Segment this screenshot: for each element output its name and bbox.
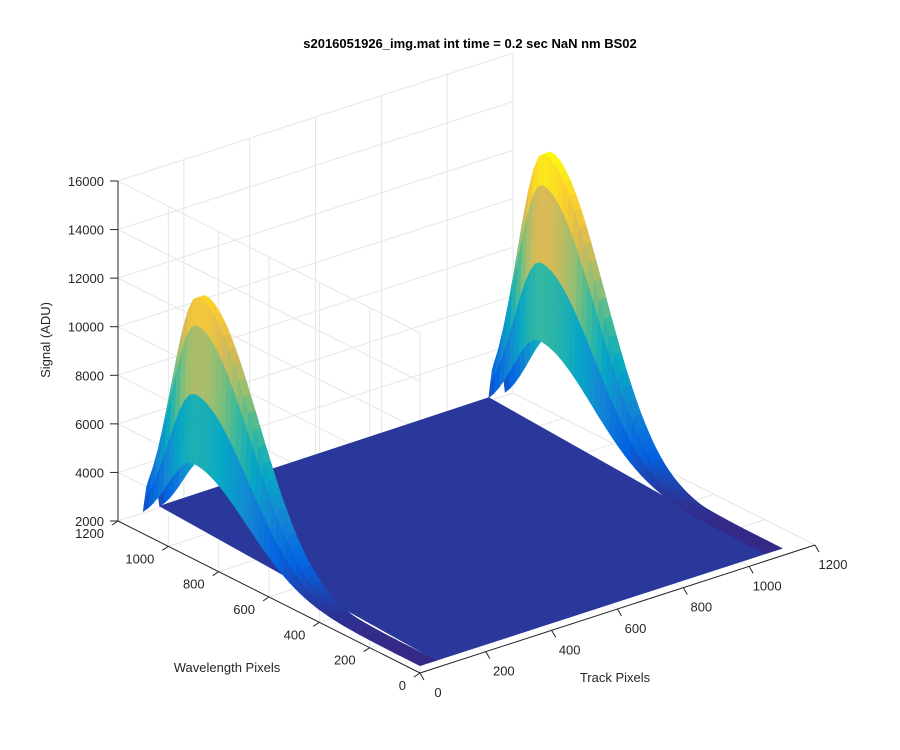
z-tick-label: 10000 — [68, 320, 104, 335]
surface-patch-peak-1 — [414, 662, 423, 667]
y-tick-label: 1200 — [75, 526, 104, 541]
back-wall-grid-line — [117, 149, 514, 279]
x-tick-label: 1000 — [753, 578, 782, 593]
surface-mesh — [142, 151, 783, 667]
z-tick-label: 2000 — [75, 514, 104, 529]
y-tick-mark — [262, 596, 270, 602]
chart-title: s2016051926_img.mat int time = 0.2 sec N… — [303, 36, 637, 51]
x-tick-mark — [485, 651, 491, 659]
back-wall-grid-line — [117, 198, 514, 328]
y-tick-mark — [111, 520, 119, 526]
y-tick-label: 200 — [334, 653, 356, 668]
z-axis-label: Signal (ADU) — [38, 302, 53, 378]
tick-labels: 0200400600800100012000200400600800100012… — [68, 174, 848, 700]
z-tick-label: 16000 — [68, 174, 104, 189]
x-tick-label: 400 — [559, 642, 581, 657]
x-tick-label: 0 — [434, 685, 441, 700]
x-axis-label: Track Pixels — [580, 670, 651, 685]
y-tick-mark — [363, 647, 370, 653]
side-wall-grid-line — [117, 277, 421, 431]
side-wall-grid-line — [117, 229, 421, 383]
y-tick-mark — [162, 545, 169, 551]
x-tick-label: 1200 — [819, 557, 848, 572]
x-tick-label: 800 — [690, 600, 712, 615]
y-tick-mark — [313, 621, 320, 627]
z-tick-label: 6000 — [75, 417, 104, 432]
x-tick-mark — [551, 630, 557, 638]
back-wall-grid-line — [117, 52, 514, 182]
x-tick-mark — [814, 544, 820, 553]
y-tick-label: 0 — [399, 678, 406, 693]
surface-patch-peak-2 — [759, 550, 769, 555]
z-tick-label: 12000 — [68, 271, 104, 286]
y-axis-label: Wavelength Pixels — [174, 660, 281, 675]
y-tick-mark — [212, 571, 219, 577]
side-wall-grid-line — [117, 180, 421, 334]
y-tick-mark — [413, 672, 421, 678]
back-wall-grid-line — [117, 101, 514, 231]
axes — [110, 180, 820, 681]
y-tick-label: 800 — [183, 577, 205, 592]
z-tick-label: 4000 — [75, 465, 104, 480]
y-tick-label: 400 — [284, 627, 306, 642]
x-tick-label: 200 — [493, 664, 515, 679]
x-tick-mark — [617, 608, 622, 617]
y-tick-label: 1000 — [125, 551, 154, 566]
z-tick-label: 14000 — [68, 223, 104, 238]
x-tick-mark — [682, 587, 688, 595]
x-tick-mark — [419, 672, 425, 681]
x-tick-mark — [748, 566, 754, 574]
y-tick-label: 600 — [233, 602, 255, 617]
z-tick-label: 8000 — [75, 368, 104, 383]
x-tick-label: 600 — [625, 621, 647, 636]
